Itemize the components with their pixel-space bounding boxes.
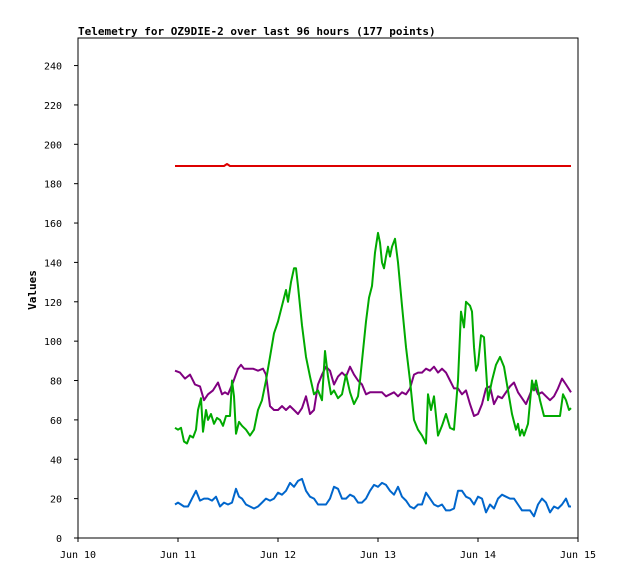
y-tick-label: 160 — [44, 219, 62, 230]
x-tick-label: Jun 13 — [360, 550, 396, 561]
y-tick-label: 40 — [50, 455, 62, 466]
x-tick-label: Jun 11 — [160, 550, 196, 561]
y-tick-label: 200 — [44, 140, 62, 151]
y-tick-label: 240 — [44, 62, 62, 73]
y-tick-label: 0 — [56, 534, 62, 545]
x-tick-label: Jun 10 — [60, 550, 96, 561]
chart-title: Telemetry for OZ9DIE-2 over last 96 hour… — [78, 25, 436, 38]
series-lines — [174, 163, 572, 518]
series-line-2 — [174, 363, 572, 417]
y-tick-label: 120 — [44, 298, 62, 309]
series-line-4 — [174, 477, 571, 518]
x-tick-label: Jun 12 — [260, 550, 296, 561]
plot-frame — [77, 37, 579, 539]
y-tick-label: 20 — [50, 495, 62, 506]
y-tick-label: 220 — [44, 101, 62, 112]
y-axis: 0 20 40 60 80 100 120 140 160 180 200 220 240 — [44, 62, 78, 545]
y-tick-label: 140 — [44, 258, 62, 269]
x-tick-label: Jun 15 — [560, 550, 596, 561]
x-tick-label: Jun 14 — [460, 550, 496, 561]
y-tick-label: 180 — [44, 180, 62, 191]
y-tick-label: 60 — [50, 416, 62, 427]
series-line-3 — [174, 231, 572, 445]
y-tick-label: 80 — [50, 377, 62, 388]
x-axis: Jun 10 Jun 11 Jun 12 Jun 13 Jun 14 Jun 15 — [60, 538, 596, 561]
y-tick-label: 100 — [44, 337, 62, 348]
series-line-1 — [175, 163, 571, 167]
y-axis-label: Values — [26, 270, 39, 310]
